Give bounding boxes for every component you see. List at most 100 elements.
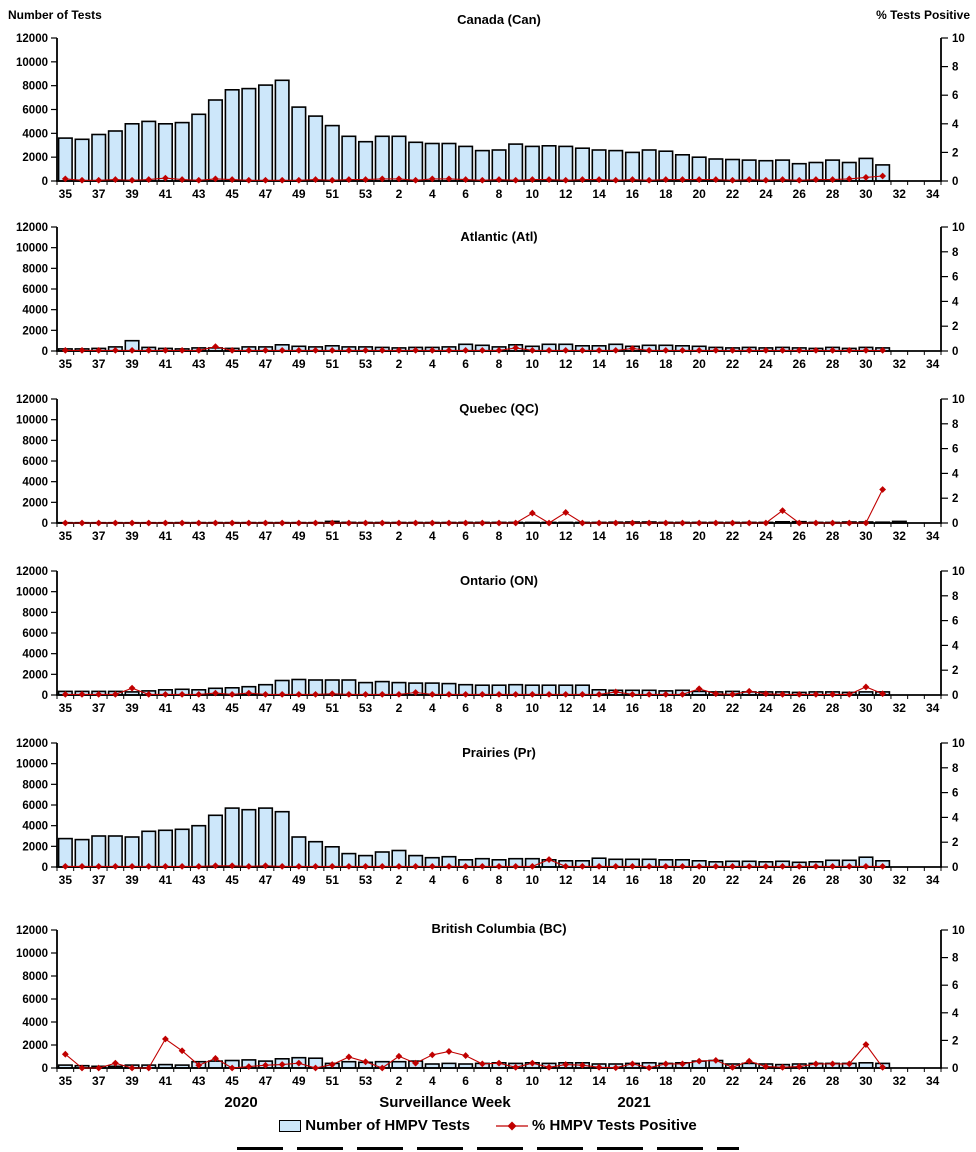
svg-text:10: 10 [526, 187, 540, 201]
svg-text:24: 24 [759, 529, 773, 543]
svg-text:47: 47 [259, 701, 273, 715]
legend: Number of HMPV Tests % HMPV Tests Positi… [0, 1117, 976, 1134]
svg-text:10: 10 [526, 529, 540, 543]
svg-text:39: 39 [125, 1074, 139, 1088]
svg-text:53: 53 [359, 701, 373, 715]
svg-text:4: 4 [429, 701, 436, 715]
svg-text:28: 28 [826, 873, 840, 887]
svg-text:45: 45 [225, 357, 239, 371]
svg-text:34: 34 [926, 187, 940, 201]
svg-text:10000: 10000 [16, 948, 48, 960]
svg-text:26: 26 [793, 187, 807, 201]
svg-text:30: 30 [859, 1074, 873, 1088]
svg-text:2000: 2000 [22, 1040, 48, 1052]
panel-atlantic: Atlantic (Atl) 0 2000 4000 6000 8000 10000 120… [0, 201, 976, 373]
svg-text:4000: 4000 [22, 305, 48, 317]
svg-text:26: 26 [793, 357, 807, 371]
svg-text:32: 32 [893, 357, 907, 371]
svg-text:41: 41 [159, 701, 173, 715]
svg-text:34: 34 [926, 1074, 940, 1088]
bar-swatch-icon [279, 1119, 302, 1132]
svg-text:37: 37 [92, 701, 106, 715]
svg-text:43: 43 [192, 701, 206, 715]
svg-text:37: 37 [92, 357, 106, 371]
svg-text:35: 35 [59, 187, 73, 201]
svg-text:39: 39 [125, 873, 139, 887]
svg-text:6: 6 [462, 357, 469, 371]
panel-title-canada: Canada (Can) [457, 12, 541, 27]
svg-text:4: 4 [429, 529, 436, 543]
svg-text:6: 6 [952, 272, 958, 284]
svg-text:34: 34 [926, 701, 940, 715]
svg-text:53: 53 [359, 873, 373, 887]
svg-text:35: 35 [59, 529, 73, 543]
svg-text:2: 2 [396, 187, 403, 201]
svg-text:4000: 4000 [22, 128, 48, 140]
svg-text:4000: 4000 [22, 477, 48, 489]
svg-text:6: 6 [952, 90, 958, 102]
legend-item-tests: Number of HMPV Tests [279, 1117, 470, 1134]
svg-text:6000: 6000 [22, 628, 48, 640]
svg-text:10: 10 [952, 394, 965, 406]
svg-text:18: 18 [659, 873, 673, 887]
svg-text:12: 12 [559, 529, 573, 543]
panel-canada: 0 2000 4000 6000 8000 10000 12000 0 2 4 6 8 10 35 37 39… [0, 32, 976, 201]
panel-prairies: Prairies (Pr) 0 2000 4000 6000 8000 10000 1200… [0, 717, 976, 889]
svg-text:14: 14 [592, 873, 606, 887]
svg-text:8000: 8000 [22, 607, 48, 619]
svg-text:35: 35 [59, 357, 73, 371]
svg-text:16: 16 [626, 357, 640, 371]
svg-text:26: 26 [793, 701, 807, 715]
svg-text:0: 0 [952, 518, 958, 530]
svg-text:43: 43 [192, 357, 206, 371]
year-2021-label: 2021 [617, 1094, 651, 1111]
svg-text:41: 41 [159, 873, 173, 887]
svg-text:10: 10 [526, 873, 540, 887]
svg-text:8000: 8000 [22, 971, 48, 983]
svg-text:53: 53 [359, 187, 373, 201]
svg-text:4: 4 [952, 468, 959, 480]
svg-text:34: 34 [926, 529, 940, 543]
svg-text:2: 2 [952, 493, 958, 505]
svg-text:45: 45 [225, 529, 239, 543]
svg-text:2: 2 [396, 357, 403, 371]
panel-title-prairies: Prairies (Pr) [462, 745, 536, 760]
svg-text:2: 2 [952, 321, 958, 333]
svg-text:4: 4 [952, 119, 959, 131]
svg-text:45: 45 [225, 701, 239, 715]
panel-british-columbia: British Columbia (BC) 0 2000 4000 6000 8000 1… [0, 889, 976, 1090]
svg-text:2: 2 [952, 1035, 958, 1047]
svg-text:22: 22 [726, 701, 740, 715]
svg-text:12000: 12000 [16, 738, 48, 750]
svg-text:10: 10 [526, 1074, 540, 1088]
svg-text:10: 10 [952, 738, 965, 750]
svg-text:8: 8 [496, 1074, 503, 1088]
figure-header: Number of Tests Canada (Can) % Tests Pos… [0, 0, 976, 32]
svg-text:14: 14 [592, 701, 606, 715]
svg-text:8: 8 [952, 247, 959, 259]
svg-text:49: 49 [292, 187, 306, 201]
svg-text:49: 49 [292, 529, 306, 543]
svg-text:28: 28 [826, 357, 840, 371]
svg-text:51: 51 [326, 873, 340, 887]
svg-text:8: 8 [496, 701, 503, 715]
svg-text:2: 2 [396, 701, 403, 715]
svg-text:30: 30 [859, 357, 873, 371]
panel-title-ontario: Ontario (ON) [460, 573, 538, 588]
svg-text:0: 0 [952, 346, 958, 358]
svg-text:8000: 8000 [22, 435, 48, 447]
svg-text:14: 14 [592, 529, 606, 543]
svg-text:49: 49 [292, 701, 306, 715]
svg-text:8: 8 [952, 763, 959, 775]
svg-text:4: 4 [952, 1008, 959, 1020]
svg-text:26: 26 [793, 1074, 807, 1088]
svg-text:4000: 4000 [22, 649, 48, 661]
svg-text:26: 26 [793, 529, 807, 543]
svg-text:4000: 4000 [22, 1017, 48, 1029]
year-2020-label: 2020 [224, 1094, 258, 1111]
svg-text:53: 53 [359, 1074, 373, 1088]
svg-text:10: 10 [952, 566, 965, 578]
svg-text:34: 34 [926, 357, 940, 371]
svg-text:28: 28 [826, 529, 840, 543]
